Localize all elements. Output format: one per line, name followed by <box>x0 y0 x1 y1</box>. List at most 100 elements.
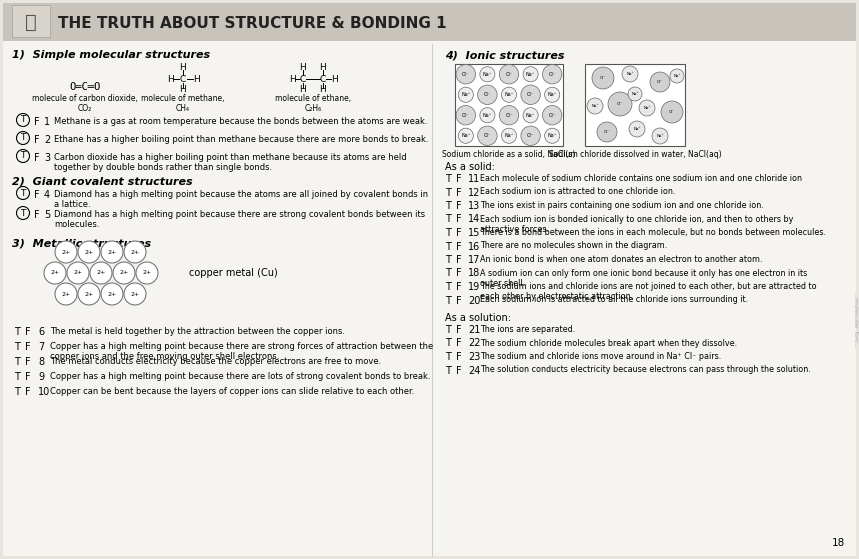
Text: Cl⁻: Cl⁻ <box>657 80 663 84</box>
Bar <box>585 64 685 146</box>
Text: molecule of methane,
CH₄: molecule of methane, CH₄ <box>141 94 225 113</box>
Text: F: F <box>34 117 40 127</box>
Text: T: T <box>445 325 451 335</box>
Text: 3)  Metallic structures: 3) Metallic structures <box>12 238 151 248</box>
Text: Cl⁻: Cl⁻ <box>505 113 513 118</box>
Text: Diamond has a high melting point because there are strong covalent bonds between: Diamond has a high melting point because… <box>54 210 425 229</box>
Text: H: H <box>320 64 326 73</box>
Text: T: T <box>14 357 20 367</box>
Text: 2+: 2+ <box>131 291 140 296</box>
Text: As a solid:: As a solid: <box>445 162 495 172</box>
Circle shape <box>545 128 560 143</box>
Bar <box>12 5 50 37</box>
Text: T: T <box>21 116 26 125</box>
Text: 🧪: 🧪 <box>25 12 37 31</box>
Text: 12: 12 <box>468 187 480 197</box>
Text: Cl⁻: Cl⁻ <box>549 113 556 118</box>
Text: 19: 19 <box>468 282 480 292</box>
Text: 1: 1 <box>44 117 50 127</box>
Text: F: F <box>34 190 40 200</box>
Text: 15: 15 <box>468 228 480 238</box>
Bar <box>3 3 856 41</box>
Text: Na⁺: Na⁺ <box>526 113 535 118</box>
Text: There is a bond between the ions in each molecule, but no bonds between molecule: There is a bond between the ions in each… <box>480 228 826 237</box>
Text: 7: 7 <box>38 342 45 352</box>
Text: THE TRUTH ABOUT STRUCTURE & BONDING 1: THE TRUTH ABOUT STRUCTURE & BONDING 1 <box>58 16 447 31</box>
Text: Sodium chloride as a solid, NaCl(s): Sodium chloride as a solid, NaCl(s) <box>442 150 576 159</box>
Circle shape <box>652 128 668 144</box>
Text: T: T <box>445 174 451 184</box>
Text: 2+: 2+ <box>107 249 117 254</box>
Text: T: T <box>21 151 26 160</box>
Text: C: C <box>320 74 326 83</box>
Text: As a solution:: As a solution: <box>445 313 511 323</box>
Text: T: T <box>445 366 451 376</box>
Text: Cl⁻: Cl⁻ <box>604 130 610 134</box>
Text: 2+: 2+ <box>84 291 94 296</box>
Circle shape <box>55 283 77 305</box>
Text: 24: 24 <box>468 366 480 376</box>
Circle shape <box>478 126 497 145</box>
Text: 17: 17 <box>468 255 480 265</box>
Circle shape <box>478 85 497 105</box>
Text: F: F <box>456 187 461 197</box>
Text: 2+: 2+ <box>51 271 59 276</box>
Text: Each sodium ion is attracted to all the chloride ions surrounding it.: Each sodium ion is attracted to all the … <box>480 296 748 305</box>
Text: Copper has a high melting point because there are strong forces of attraction be: Copper has a high melting point because … <box>50 342 433 362</box>
Text: The sodium ions and chloride ions are not joined to each other, but are attracte: The sodium ions and chloride ions are no… <box>480 282 817 301</box>
Text: C: C <box>180 74 186 83</box>
Text: Each sodium ion is attracted to one chloride ion.: Each sodium ion is attracted to one chlo… <box>480 187 675 197</box>
Text: 2+: 2+ <box>73 271 82 276</box>
Text: 20: 20 <box>468 296 480 306</box>
Text: Carbon dioxide has a higher boiling point than methane because its atoms are hel: Carbon dioxide has a higher boiling poin… <box>54 153 406 172</box>
Circle shape <box>521 126 540 145</box>
Text: T: T <box>445 201 451 211</box>
Text: F: F <box>34 135 40 145</box>
Text: A sodium ion can only form one ionic bond because it only has one electron in it: A sodium ion can only form one ionic bon… <box>480 268 807 288</box>
Text: Cl⁻: Cl⁻ <box>617 102 623 106</box>
Text: T: T <box>445 282 451 292</box>
Circle shape <box>67 262 89 284</box>
Circle shape <box>458 128 473 143</box>
Text: Na⁺: Na⁺ <box>461 92 471 97</box>
Text: Cl⁻: Cl⁻ <box>669 110 675 114</box>
Text: ...molecular forc...: ...molecular forc... <box>854 291 858 349</box>
Text: Each molecule of sodium chloride contains one sodium ion and one chloride ion: Each molecule of sodium chloride contain… <box>480 174 802 183</box>
Text: The ions are separated.: The ions are separated. <box>480 325 576 334</box>
Text: F: F <box>25 327 31 337</box>
Text: T: T <box>14 342 20 352</box>
Text: 2+: 2+ <box>143 271 152 276</box>
Circle shape <box>456 106 476 125</box>
Text: Na⁺: Na⁺ <box>547 133 557 138</box>
Text: H: H <box>192 74 199 83</box>
Text: 18: 18 <box>832 538 845 548</box>
Text: 2+: 2+ <box>61 291 70 296</box>
Text: Na⁺: Na⁺ <box>643 106 651 110</box>
Text: 5: 5 <box>44 210 50 220</box>
Text: H: H <box>289 74 295 83</box>
Text: F: F <box>456 325 461 335</box>
Text: Sodium chloride dissolved in water, NaCl(aq): Sodium chloride dissolved in water, NaCl… <box>549 150 722 159</box>
Text: F: F <box>456 255 461 265</box>
Text: 3: 3 <box>44 153 50 163</box>
Text: F: F <box>456 241 461 252</box>
Circle shape <box>608 92 632 116</box>
Circle shape <box>587 98 603 114</box>
Circle shape <box>543 64 562 84</box>
Text: The sodium and chloride ions move around in Na⁺ Cl⁻ pairs.: The sodium and chloride ions move around… <box>480 352 722 361</box>
Text: Cl⁻: Cl⁻ <box>484 92 491 97</box>
Text: T: T <box>14 387 20 397</box>
Text: Cl⁻: Cl⁻ <box>600 76 606 80</box>
Text: Na⁺: Na⁺ <box>547 92 557 97</box>
Text: T: T <box>445 215 451 225</box>
Text: copper metal (Cu): copper metal (Cu) <box>189 268 277 278</box>
Text: Na⁺: Na⁺ <box>504 92 514 97</box>
Text: F: F <box>456 215 461 225</box>
Circle shape <box>523 108 538 123</box>
Text: The sodium chloride molecules break apart when they dissolve.: The sodium chloride molecules break apar… <box>480 339 737 348</box>
Text: Na⁺: Na⁺ <box>483 72 492 77</box>
Circle shape <box>78 241 100 263</box>
Text: An ionic bond is when one atom donates an electron to another atom.: An ionic bond is when one atom donates a… <box>480 255 763 264</box>
Circle shape <box>55 241 77 263</box>
Text: F: F <box>456 296 461 306</box>
